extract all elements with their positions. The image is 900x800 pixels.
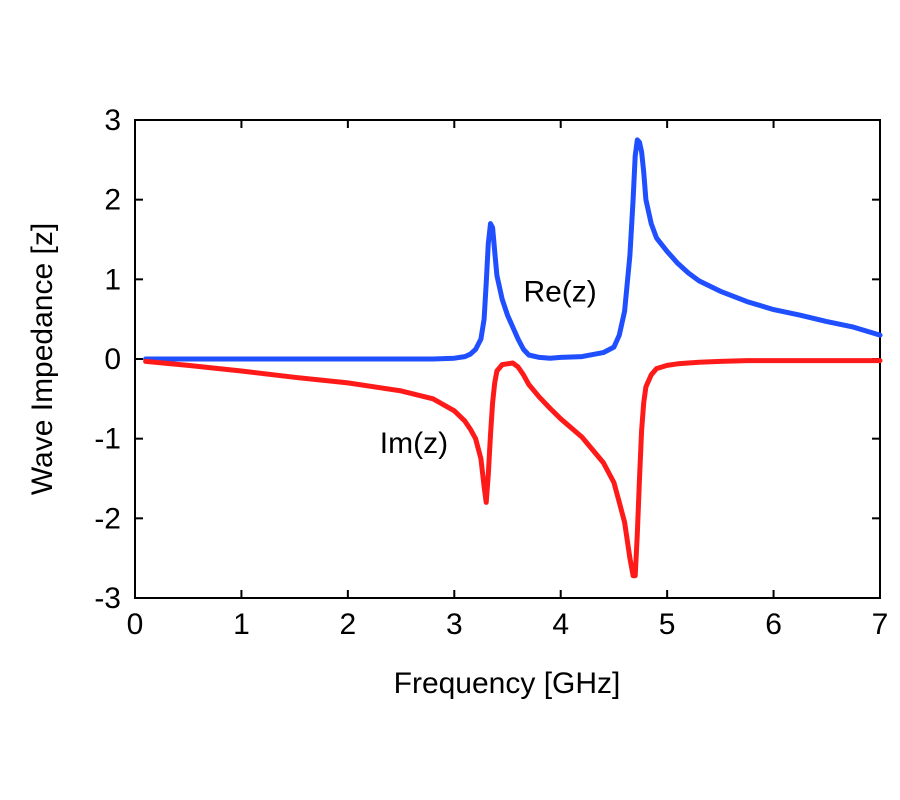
axis-tick-labels: 0 1 2 3 4 5 6 7 3 2 1 0 -1 -2 -3 xyxy=(94,104,888,641)
x-tick-label: 6 xyxy=(765,608,782,641)
y-tick-label: 2 xyxy=(104,184,121,217)
y-axis-label: Wave Impedance [z] xyxy=(26,223,59,495)
x-tick-label: 1 xyxy=(233,608,250,641)
x-axis-label: Frequency [GHz] xyxy=(394,667,621,700)
series-line-0 xyxy=(143,137,883,362)
series-line-1 xyxy=(143,358,883,579)
series-lines xyxy=(143,137,883,579)
y-tick-label: 1 xyxy=(104,263,121,296)
x-tick-label: 0 xyxy=(127,608,144,641)
x-tick-label: 5 xyxy=(659,608,676,641)
x-tick-label: 4 xyxy=(552,608,569,641)
x-tick-label: 2 xyxy=(340,608,357,641)
annotations: Re(z) Im(z) xyxy=(380,276,597,460)
y-tick-label: -2 xyxy=(94,502,121,535)
x-tick-label: 3 xyxy=(446,608,463,641)
annotation-label-1: Im(z) xyxy=(380,427,448,460)
y-tick-label: -1 xyxy=(94,423,121,456)
y-tick-label: 3 xyxy=(104,104,121,137)
y-tick-label: -3 xyxy=(94,582,121,615)
y-tick-label: 0 xyxy=(104,343,121,376)
annotation-label-0: Re(z) xyxy=(523,276,596,309)
x-tick-label: 7 xyxy=(872,608,889,641)
